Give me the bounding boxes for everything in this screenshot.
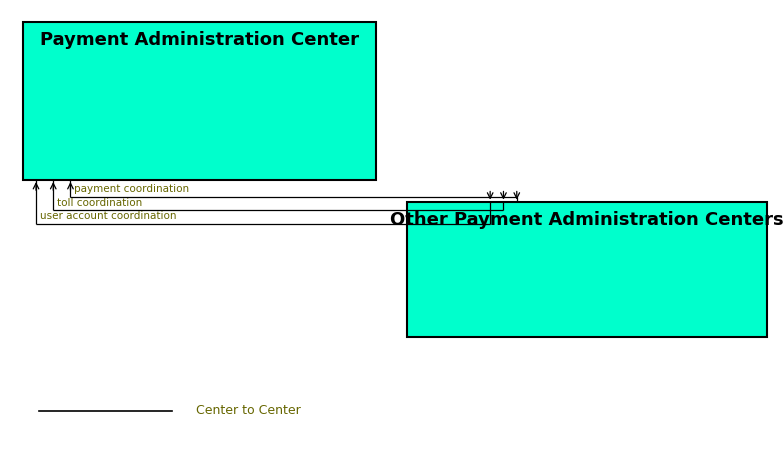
Bar bbox=[23, 22, 376, 180]
Text: Center to Center: Center to Center bbox=[196, 405, 301, 417]
Text: Other Payment Administration Centers: Other Payment Administration Centers bbox=[391, 211, 783, 229]
Bar bbox=[407, 202, 767, 337]
Text: toll coordination: toll coordination bbox=[57, 198, 143, 208]
Text: Payment Administration Center: Payment Administration Center bbox=[40, 31, 359, 49]
Text: payment coordination: payment coordination bbox=[74, 185, 189, 194]
Text: user account coordination: user account coordination bbox=[40, 211, 176, 221]
